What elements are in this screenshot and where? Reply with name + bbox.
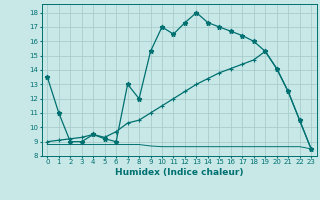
X-axis label: Humidex (Indice chaleur): Humidex (Indice chaleur) [115,168,244,177]
